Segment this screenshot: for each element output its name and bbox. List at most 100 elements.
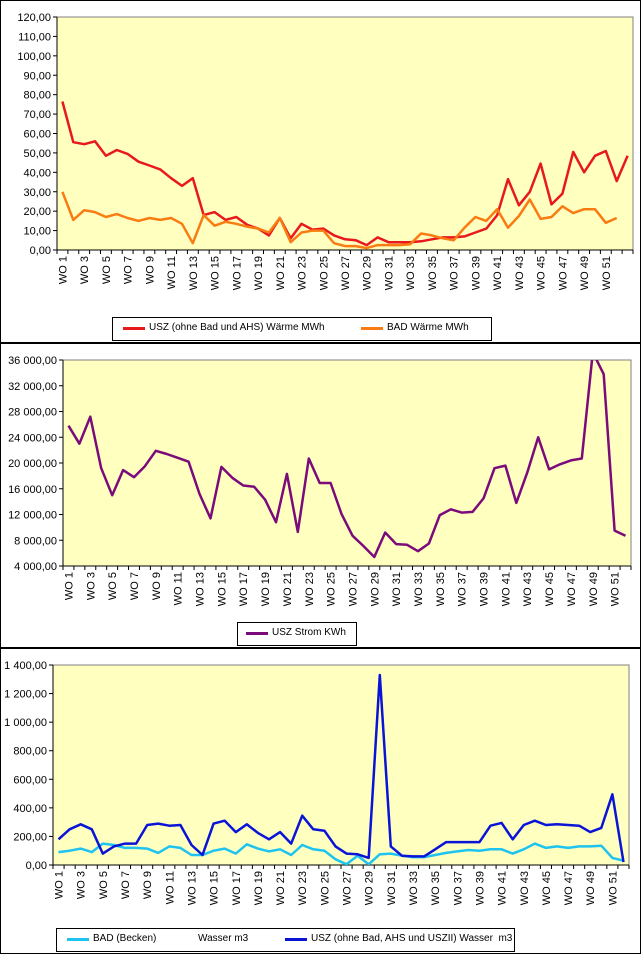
x-tick-label: WO 49: [579, 256, 591, 290]
plot-area: [56, 16, 634, 251]
x-tick-label: WO 7: [129, 572, 141, 600]
legend-swatch-usz-water: [285, 938, 307, 941]
x-tick-label: WO 21: [275, 256, 287, 290]
x-tick-label: WO 37: [452, 871, 464, 905]
x-tick-label: WO 3: [85, 572, 97, 600]
y-tick-label: 1 400,00: [4, 660, 47, 672]
x-tick-label: WO 31: [383, 256, 395, 290]
y-tick-label: 90,00: [23, 70, 51, 82]
legend-swatch-usz-heat: [123, 327, 145, 330]
chart-water-svg: 0,00 200,00 400,00 600,00 800,00 1 000,00 1 20…: [4, 660, 630, 905]
x-tick-label: WO 15: [216, 572, 228, 606]
chart-heat-svg: 0,00 10,00 20,00 30,00 40,00 50,00 60,00 70,00 8…: [17, 12, 634, 290]
x-tick-label: WO 29: [362, 256, 374, 290]
y-tick-label: 200,00: [13, 831, 47, 843]
legend-water: BAD (Becken) Wasser m3 USZ (ohne Bad, AH…: [56, 928, 515, 952]
chart-panel-water: 0,00 200,00 400,00 600,00 800,00 1 000,00 1 20…: [0, 648, 641, 954]
legend-heat: USZ (ohne Bad und AHS) Wärme MWh BAD Wär…: [112, 317, 492, 341]
y-tick-label: 4 000,00: [14, 561, 57, 573]
x-tick-label: WO 31: [386, 871, 398, 905]
x-tick-label: WO 19: [253, 256, 265, 290]
x-tick-label: WO 27: [340, 256, 352, 290]
legend-swatch-bad-heat: [361, 327, 383, 330]
y-tick-label: 60,00: [23, 129, 51, 141]
x-tick-label: WO 5: [107, 572, 119, 600]
x-tick-label: WO 35: [427, 256, 439, 290]
y-tick-label: 50,00: [23, 148, 51, 160]
x-tick-label: WO 41: [500, 572, 512, 606]
x-tick-label: WO 47: [566, 572, 578, 606]
x-tick-label: WO 11: [164, 871, 176, 904]
x-tick-label: WO 29: [364, 871, 376, 905]
x-tick-label: WO 15: [210, 256, 222, 290]
y-tick-label: 28 000,00: [8, 407, 57, 419]
x-tick-label: WO 29: [369, 572, 381, 606]
legend-label-bad-water: BAD (Becken) Wasser m3: [93, 933, 249, 944]
x-tick-label: WO 13: [186, 871, 198, 905]
x-tick-label: WO 45: [541, 871, 553, 905]
x-tick-label: WO 43: [514, 256, 526, 290]
y-tick-label: 800,00: [13, 746, 47, 758]
x-tick-label: WO 7: [120, 871, 132, 899]
x-tick-label: WO 11: [166, 256, 178, 289]
y-tick-label: 70,00: [23, 109, 51, 121]
x-tick-label: WO 49: [588, 572, 600, 606]
y-tick-label: 1 000,00: [4, 717, 47, 729]
x-tick-label: WO 1: [63, 572, 75, 600]
x-tick-label: WO 23: [297, 871, 309, 905]
y-tick-label: 10,00: [23, 226, 51, 238]
plot-area: [52, 664, 630, 866]
x-tick-label: WO 15: [209, 871, 221, 905]
x-tick-label: WO 45: [544, 572, 556, 606]
x-tick-label: WO 17: [238, 572, 250, 606]
x-tick-label: WO 39: [470, 256, 482, 290]
x-tick-label: WO 17: [231, 256, 243, 290]
series-line-bad-w-rme-mwh: [61, 191, 618, 250]
series-line-usz-strom-kwh: [67, 360, 627, 559]
y-tick-label: 30,00: [23, 187, 51, 199]
x-tick-label: WO 25: [318, 256, 330, 290]
y-tick-label: 16 000,00: [8, 484, 57, 496]
x-tick-label: WO 9: [151, 572, 163, 600]
x-tick-label: WO 37: [449, 256, 461, 290]
x-tick-label: WO 27: [347, 572, 359, 606]
x-tick-label: WO 47: [557, 256, 569, 290]
x-tick-label: WO 3: [76, 871, 88, 899]
legend-label-usz-water: USZ (ohne Bad, AHS und USZII) Wasser m3: [311, 933, 513, 944]
x-tick-label: WO 39: [479, 572, 491, 606]
x-tick-label: WO 41: [497, 871, 509, 905]
x-tick-label: WO 41: [492, 256, 504, 290]
x-tick-label: WO 33: [413, 572, 425, 606]
series-line-usz-ohne-bad-ahs-und-uszii-wasser-m3: [57, 673, 625, 863]
x-tick-label: WO 7: [123, 256, 135, 284]
y-tick-label: 24 000,00: [8, 432, 57, 444]
legend-swatch-usz-power: [246, 632, 268, 635]
y-tick-label: 600,00: [13, 774, 47, 786]
y-tick-label: 12 000,00: [8, 510, 57, 522]
x-tick-label: WO 43: [522, 572, 534, 606]
x-tick-label: WO 33: [405, 256, 417, 290]
x-tick-label: WO 5: [101, 256, 113, 284]
y-tick-label: 36 000,00: [8, 355, 57, 367]
y-tick-label: 20 000,00: [8, 458, 57, 470]
y-tick-label: 0,00: [26, 860, 47, 872]
x-tick-label: WO 49: [585, 871, 597, 905]
x-tick-label: WO 19: [260, 572, 272, 606]
x-tick-label: WO 37: [457, 572, 469, 606]
y-tick-label: 1 200,00: [4, 689, 47, 701]
series-line-bad-becken-wasser-m3: [58, 842, 624, 865]
x-tick-label: WO 35: [430, 871, 442, 905]
x-tick-label: WO 51: [610, 572, 622, 606]
legend-label-usz-power: USZ Strom KWh: [272, 627, 346, 638]
y-tick-label: 80,00: [23, 90, 51, 102]
x-tick-label: WO 21: [275, 871, 287, 905]
x-tick-label: WO 21: [282, 572, 294, 606]
x-tick-label: WO 19: [253, 871, 265, 905]
x-tick-label: WO 25: [319, 871, 331, 905]
series-line-usz-ohne-bad-und-ahs-w-rme-mwh: [61, 101, 629, 247]
y-tick-label: 100,00: [17, 51, 51, 63]
chart-panel-power: 4 000,00 8 000,00 12 000,00 16 000,00 20 000…: [0, 343, 641, 648]
x-tick-label: WO 31: [391, 572, 403, 606]
chart-panel-heat: 0,00 10,00 20,00 30,00 40,00 50,00 60,00 70,00 8…: [0, 0, 641, 343]
x-tick-label: WO 23: [304, 572, 316, 606]
